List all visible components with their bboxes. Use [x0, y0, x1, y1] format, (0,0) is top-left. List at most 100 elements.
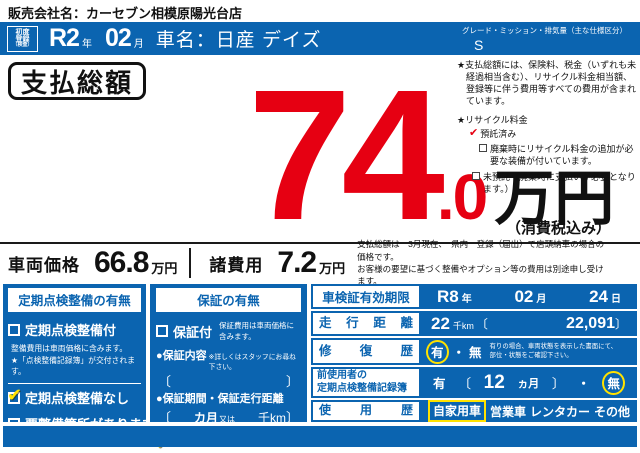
bracket-open: 〔: [475, 317, 488, 331]
repair-note-line2: 部位・状態をご確認下さい。: [489, 351, 573, 359]
divider: [189, 248, 192, 278]
divider: [8, 383, 141, 385]
record-months-unit: ヵ月: [517, 377, 540, 390]
previous-owner-record-value: 有 〔 12 ヵ月 〕 ・ 無: [421, 367, 637, 398]
recycle-option-not-deposited-label: 未預託（廃棄時に支払いが必要となります。）: [483, 172, 636, 195]
warranty-content-note: ※詳しくはスタッフにお尋ね下さい。: [208, 354, 296, 371]
band-note-line2: お客様の要望に基づく整備やオプション等の費用は別途申し受けます。: [357, 264, 604, 287]
option-no-maintenance-label: 定期点検整備なし: [25, 391, 130, 407]
repair-history-no: 無: [469, 346, 482, 360]
registration-year-unit: 年: [81, 39, 92, 50]
bracket-close: 〕: [614, 317, 627, 331]
total-payment-notes: ★支払総額には、保険料、税金（いずれも未経過相当含む）、リサイクル料金相当額、登…: [457, 59, 637, 195]
mileage-unit: 千km: [452, 321, 474, 331]
grade-label: グレード・ミッション・排気量（主な仕様区分）: [462, 26, 627, 35]
total-payment-label-box: 支払総額: [8, 62, 146, 100]
checkbox-checked-icon: ✔: [7, 386, 22, 404]
mileage-exact: 22,091: [566, 314, 615, 332]
expiry-year: R8: [437, 286, 459, 306]
expiry-year-group: R8 年: [437, 287, 472, 307]
record-months: 12: [483, 371, 505, 393]
price-integer: 74: [248, 52, 445, 259]
mileage-value: 22 千km 〔 22,091 〕: [421, 311, 637, 336]
grade-block: グレード・ミッション・排気量（主な仕様区分） S: [462, 25, 637, 53]
option-no-maintenance: ✔ 定期点検整備なし: [7, 386, 141, 407]
mileage-label: 走行距離: [313, 313, 419, 334]
header-bar: 初度 登録 （検査） R2 年 02 月 車名：日産 デイズ グレード・ミッショ…: [0, 22, 640, 55]
recycle-fee-title: ★リサイクル料金: [457, 114, 528, 125]
repair-history-note: 有りの場合、車両状態を表示した書面にて、 部位・状態をご確認下さい。: [490, 343, 632, 361]
row-inspection-expiry: 車検証有効期限 R8 年 02 月 24 日: [311, 284, 637, 311]
vehicle-price-label: 車両価格: [8, 255, 80, 275]
car-name: 車名：日産 デイズ: [155, 30, 322, 51]
expiry-day-group: 24 日: [589, 287, 621, 307]
usage-history-label: 使用歴: [313, 402, 419, 420]
warranty-panel: 保証の有無 保証付 保証費用は車両価格に含みます。 ●保証内容 ※詳しくはスタッ…: [150, 284, 307, 453]
usage-other: その他: [593, 404, 630, 419]
registration-year: R2: [49, 24, 80, 52]
vehicle-price-value: 66.8: [94, 246, 149, 279]
yellow-check-icon: ✔: [7, 384, 23, 405]
vehicle-details-panel: 車検証有効期限 R8 年 02 月 24 日 走行距離 22 千km 〔 22,091…: [311, 284, 637, 422]
bracket-close: 〕: [551, 376, 565, 391]
bracket-open: 〔: [158, 374, 172, 389]
first-registration-box: 初度 登録 （検査）: [7, 25, 38, 52]
checkbox-icon: [8, 323, 20, 336]
row-usage-history: 使用歴 自家用車 営業車 レンタカー その他: [311, 400, 637, 422]
record-yes: 有: [433, 377, 446, 391]
first-reg-line2: 登録: [15, 35, 30, 43]
option-maintenance-included-label: 定期点検整備付: [25, 323, 117, 338]
vehicle-price-unit: 万円: [151, 260, 178, 276]
registration-month: 02: [104, 24, 132, 52]
recycle-option-not-deposited: 未預託（廃棄時に支払いが必要となります。）: [472, 171, 637, 195]
separator-dot: ・: [577, 377, 590, 391]
recycle-option-deposited-label: 預託済み: [480, 128, 517, 139]
first-reg-line1: 初度: [15, 28, 30, 36]
first-reg-line3: （検査）: [12, 42, 33, 49]
expiry-year-unit: 年: [461, 293, 472, 305]
checkbox-icon: [156, 325, 168, 337]
maintenance-panel: 定期点検整備の有無 定期点検整備付 整備費用は車両価格に含みます。 ★「点検整備…: [3, 284, 155, 453]
maintenance-note-line1: 整備費用は車両価格に含みます。: [11, 344, 128, 353]
warranty-months-unit: カ月: [194, 411, 219, 425]
record-no-circled: 無: [602, 370, 625, 395]
maintenance-panel-title: 定期点検整備の有無: [8, 288, 141, 312]
inspection-expiry-value: R8 年 02 月 24 日: [421, 284, 637, 309]
fees-unit: 万円: [319, 260, 346, 276]
separator-dot: ・: [452, 346, 466, 360]
warranty-km-unit: 千km: [258, 411, 286, 425]
option-warranty-included-label: 保証付: [173, 324, 213, 340]
band-fine-print: 支払総額は 3月現在、 県内 登録（届出）で店頭納車の場合の価格です。 お客様の…: [357, 238, 609, 287]
row-mileage: 走行距離 22 千km 〔 22,091 〕: [311, 311, 637, 338]
record-label-line1: 前使用者の: [317, 370, 367, 381]
usage-history-value: 自家用車 営業車 レンタカー その他: [421, 400, 637, 422]
warranty-or-text: 又は: [219, 415, 236, 424]
repair-history-value: 有 ・ 無 有りの場合、車両状態を表示した書面にて、 部位・状態をご確認下さい。: [421, 338, 637, 365]
bracket-close: 〕: [285, 374, 299, 389]
option-maintenance-included: 定期点検整備付: [8, 320, 141, 339]
warranty-period-blank: 〔 カ月 又は 千km 〕: [156, 407, 301, 426]
bracket-close: 〕: [286, 410, 300, 425]
band-note-line1: 支払総額は 3月現在、 県内 登録（届出）で店頭納車の場合の価格です。: [357, 239, 605, 262]
recycle-option-extra-equipment-label: 廃棄時にリサイクル料金の追加が必要な装備が付いています。: [490, 143, 634, 166]
price-unit: 万円: [494, 165, 615, 232]
price-breakdown-band: 車両価格 66.8 万円 諸費用 7.2 万円 支払総額は 3月現在、 県内 登…: [0, 239, 640, 286]
option-warranty-included: 保証付 保証費用は車両価格に含みます。: [156, 320, 301, 342]
maintenance-note-line2: ★「点検整備記録簿」が交付されます。: [11, 355, 135, 377]
expiry-month-unit: 月: [536, 293, 547, 305]
warranty-panel-title: 保証の有無: [156, 288, 301, 312]
warranty-period-label: ●保証期間・保証走行距離: [156, 393, 284, 405]
repair-note-line1: 有りの場合、車両状態を表示した書面にて、: [489, 342, 618, 350]
dealer-name-line: 販売会社名：カーセブン相模原陽光台店: [8, 6, 243, 21]
maintenance-included-notes: 整備費用は車両価格に含みます。 ★「点検整備記録簿」が交付されます。: [11, 343, 141, 378]
tax-included-note: （消費税込み）: [506, 220, 612, 237]
repair-history-yes-circled: 有: [426, 339, 449, 364]
registration-month-unit: 月: [133, 39, 144, 50]
row-previous-owner-record: 前使用者の 定期点検整備記録簿 有 〔 12 ヵ月 〕 ・ 無: [311, 367, 637, 400]
usage-rental: レンタカー: [529, 404, 590, 419]
note-included-costs: ★支払総額には、保険料、税金（いずれも未経過相当含む）、リサイクル料金相当額、登…: [457, 60, 637, 107]
usage-commercial: 営業車: [489, 404, 526, 419]
inspection-expiry-label: 車検証有効期限: [313, 286, 419, 307]
expiry-day: 24: [589, 286, 608, 306]
